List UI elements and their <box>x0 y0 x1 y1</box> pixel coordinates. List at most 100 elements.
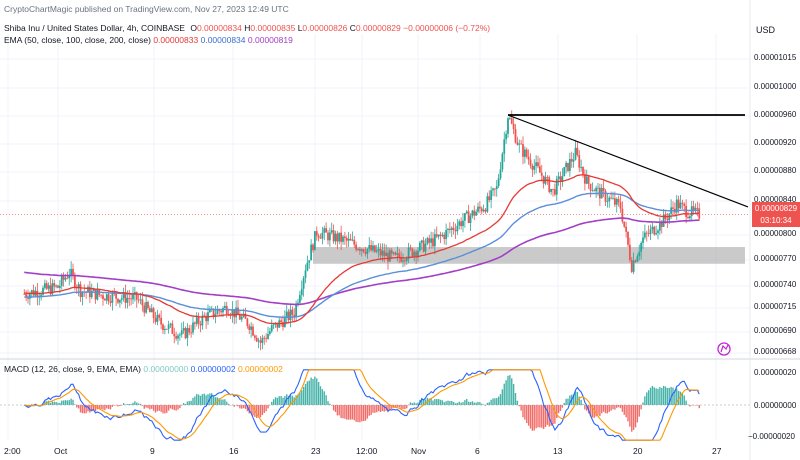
macd-bar <box>117 405 119 407</box>
macd-bar <box>597 405 599 415</box>
macd-bar <box>383 405 385 412</box>
candle-body <box>377 249 380 251</box>
time-tick: 12:00 <box>356 446 378 456</box>
macd-bar <box>126 404 129 405</box>
macd-bar <box>533 405 535 431</box>
candle-body <box>424 243 427 252</box>
candle-body <box>662 214 665 227</box>
macd-bar <box>659 387 661 405</box>
macd-bar <box>552 405 554 425</box>
macd-bar <box>400 405 402 409</box>
candle-body <box>283 316 286 328</box>
macd-bar <box>574 391 577 405</box>
candle-body <box>396 253 399 255</box>
macd-bar <box>158 405 160 411</box>
macd-bar <box>241 405 243 409</box>
candle-body <box>362 249 365 253</box>
macd-bar <box>329 403 331 405</box>
macd-bar <box>567 398 569 405</box>
candle-body <box>593 190 596 192</box>
candle-body <box>345 238 348 241</box>
candle-body <box>394 252 397 255</box>
ema-legend[interactable]: EMA (50, close, 100, close, 200, close) … <box>4 35 293 45</box>
macd-bar <box>72 399 74 405</box>
candle-body <box>332 230 335 242</box>
macd-bar <box>505 380 507 405</box>
macd-tick: −0.00000020 <box>748 432 795 441</box>
macd-bar <box>49 402 52 405</box>
candle-body <box>223 305 226 308</box>
macd-bar <box>332 405 335 411</box>
symbol-legend[interactable]: Shiba Inu / United States Dollar, 4h, CO… <box>4 23 490 33</box>
candle-body <box>535 162 538 166</box>
candle-body <box>636 256 639 262</box>
time-tick: 2:00 <box>4 446 21 456</box>
macd-bar <box>136 402 138 405</box>
macd-bar <box>608 405 610 412</box>
candle-body <box>507 118 509 134</box>
candle-body <box>90 290 93 298</box>
macd-bar <box>214 397 217 405</box>
macd-bar <box>227 403 230 405</box>
macd-bar <box>432 400 434 405</box>
candle-body <box>220 311 223 313</box>
macd-bar <box>516 400 519 405</box>
macd-bar <box>106 405 108 409</box>
descending-trendline[interactable] <box>507 114 749 208</box>
macd-bar <box>190 400 192 405</box>
macd-bar <box>582 404 584 405</box>
macd-bar <box>679 391 682 405</box>
candle-body <box>638 251 641 257</box>
macd-bar <box>612 405 614 410</box>
macd-bar <box>304 384 307 405</box>
macd-bar <box>475 402 477 405</box>
candle-body <box>45 283 48 289</box>
macd-bar <box>638 405 640 417</box>
macd-bar <box>160 405 162 412</box>
macd-bar <box>454 403 457 405</box>
macd-bar <box>565 398 567 405</box>
macd-bar <box>184 403 187 405</box>
candle-body <box>531 165 534 170</box>
macd-bar <box>563 402 565 405</box>
candle-body <box>27 296 29 299</box>
candle-body <box>180 330 183 335</box>
macd-legend[interactable]: MACD (12, 26, close, 9, EMA, EMA) 0.0000… <box>4 364 283 374</box>
macd-bar <box>278 396 280 405</box>
macd-bar <box>629 405 631 427</box>
candle-body <box>358 249 361 251</box>
macd-bar <box>372 405 374 413</box>
candle-body <box>72 268 74 275</box>
macd-bar <box>156 405 159 412</box>
candle-body <box>330 230 333 233</box>
candle-body <box>413 251 416 257</box>
candle-body <box>295 303 298 317</box>
candle-body <box>623 221 626 227</box>
macd-bar <box>387 405 389 413</box>
macd-bar <box>694 405 697 406</box>
high-label: H <box>244 23 251 33</box>
macd-bar <box>576 391 579 405</box>
candle-body <box>561 176 564 182</box>
candle-body <box>672 207 674 209</box>
macd-bar <box>668 387 670 405</box>
candle-body <box>379 249 382 256</box>
macd-bar <box>321 389 324 405</box>
candle-body <box>617 198 620 203</box>
macd-bar <box>282 397 284 405</box>
logo-ring <box>717 342 731 356</box>
candle-body <box>645 232 648 234</box>
candle-body <box>94 289 97 300</box>
candle-body <box>694 207 697 210</box>
candle-body <box>572 159 575 162</box>
macd-bar <box>246 405 249 412</box>
macd-bar <box>256 405 258 418</box>
candle-body <box>488 196 491 201</box>
macd-bar <box>145 405 147 408</box>
macd-bar <box>182 403 185 405</box>
macd-bar <box>199 395 202 405</box>
currency-label[interactable]: USD <box>756 25 776 35</box>
candle-body <box>244 313 247 319</box>
candle-body <box>355 244 358 250</box>
